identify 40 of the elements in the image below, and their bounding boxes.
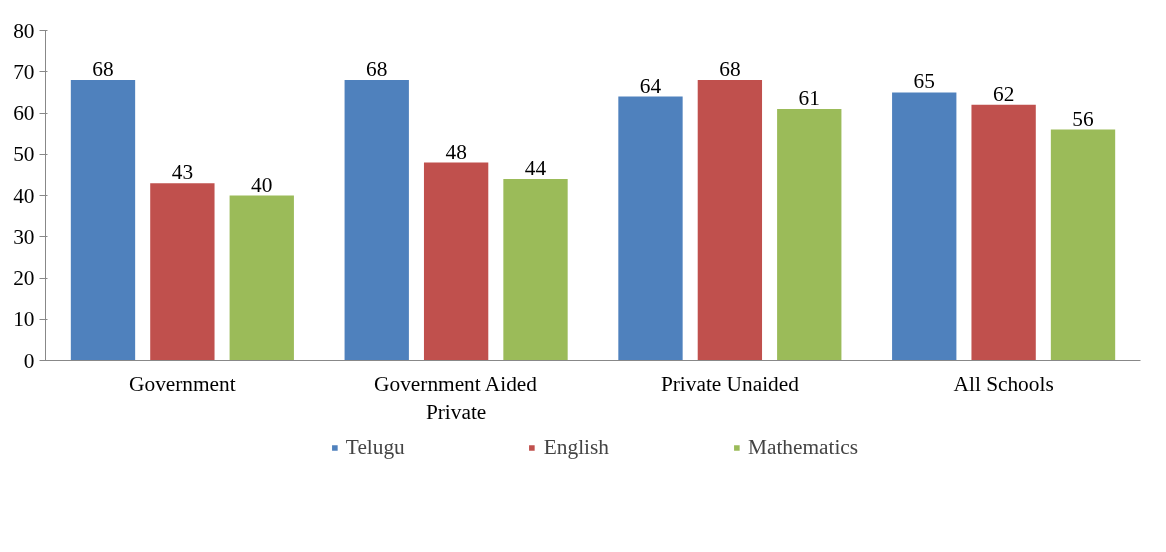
y-tick-label: 10 (13, 307, 35, 332)
x-tick-label: Government (129, 371, 236, 396)
bar (229, 195, 294, 361)
y-tick-label: 50 (13, 142, 35, 167)
bar (892, 92, 957, 361)
y-tick-label: 60 (13, 101, 35, 125)
x-tick-label: All Schools (953, 371, 1054, 396)
legend-label: Mathematics (747, 434, 859, 460)
data-label: 64 (639, 73, 662, 98)
x-tick-label: Government Aided Private (374, 371, 538, 425)
data-label: 56 (1072, 106, 1095, 131)
data-label: 68 (366, 57, 388, 81)
data-label: 68 (719, 57, 741, 81)
bar (777, 108, 842, 361)
data-label: 61 (798, 85, 820, 110)
bar (344, 80, 409, 361)
x-tick-label: Private Unaided (660, 371, 800, 396)
bar (70, 80, 136, 361)
legend-label: Telugu (345, 434, 405, 460)
y-tick-label: 0 (23, 348, 35, 373)
y-tick-label: 20 (13, 266, 35, 290)
data-label: 44 (524, 156, 547, 180)
data-label: 65 (913, 69, 935, 94)
data-label: 62 (992, 81, 1015, 106)
data-label: 48 (445, 139, 467, 164)
y-tick-label: 30 (13, 224, 35, 249)
data-label: 40 (251, 172, 273, 197)
bar (1050, 129, 1116, 361)
bar (618, 96, 683, 361)
bar (150, 183, 215, 361)
legend-label: English (543, 434, 609, 460)
y-tick-label: 40 (13, 183, 35, 208)
data-label: 68 (92, 57, 114, 81)
bar (423, 162, 489, 361)
y-tick-label: 80 (13, 18, 35, 43)
bar (697, 80, 763, 361)
data-label: 43 (171, 160, 194, 185)
bar (503, 179, 568, 361)
bar (971, 104, 1036, 361)
y-tick-label: 70 (13, 59, 35, 84)
